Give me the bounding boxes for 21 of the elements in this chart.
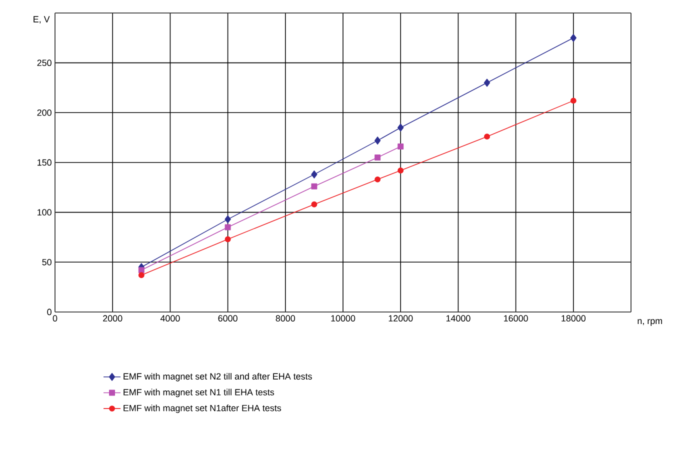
x-tick-label: 10000	[331, 315, 356, 322]
x-tick-label: 2000	[103, 315, 122, 322]
x-axis-title: n, rpm	[638, 319, 662, 326]
x-tick-label: 0	[52, 315, 58, 322]
y-tick-label: 0	[47, 308, 52, 316]
y-tick-label: 250	[37, 60, 52, 66]
y-axis-title: E, V	[34, 16, 50, 24]
y-tick-label: 150	[38, 159, 52, 166]
x-tick-label: 6000	[218, 315, 238, 322]
x-tick-label: 12000	[388, 315, 413, 322]
legend-label: EMF with magnet set N2 till and after EHA tests	[124, 372, 312, 382]
x-tick-label: 14000	[446, 315, 470, 322]
x-tick-label: 8000	[276, 315, 296, 322]
x-tick-label: 4000	[160, 315, 180, 322]
legend-label: EMF with magnet set N1after EHA tests	[124, 404, 282, 413]
y-tick-label: 100	[38, 209, 52, 216]
legend-label: EMF with magnet set N1 till EHA tests	[124, 388, 274, 398]
x-tick-label: 18000	[562, 315, 586, 322]
y-tick-label: 50	[42, 258, 52, 266]
x-tick-label: 16000	[504, 315, 528, 322]
y-tick-label: 200	[37, 109, 52, 116]
